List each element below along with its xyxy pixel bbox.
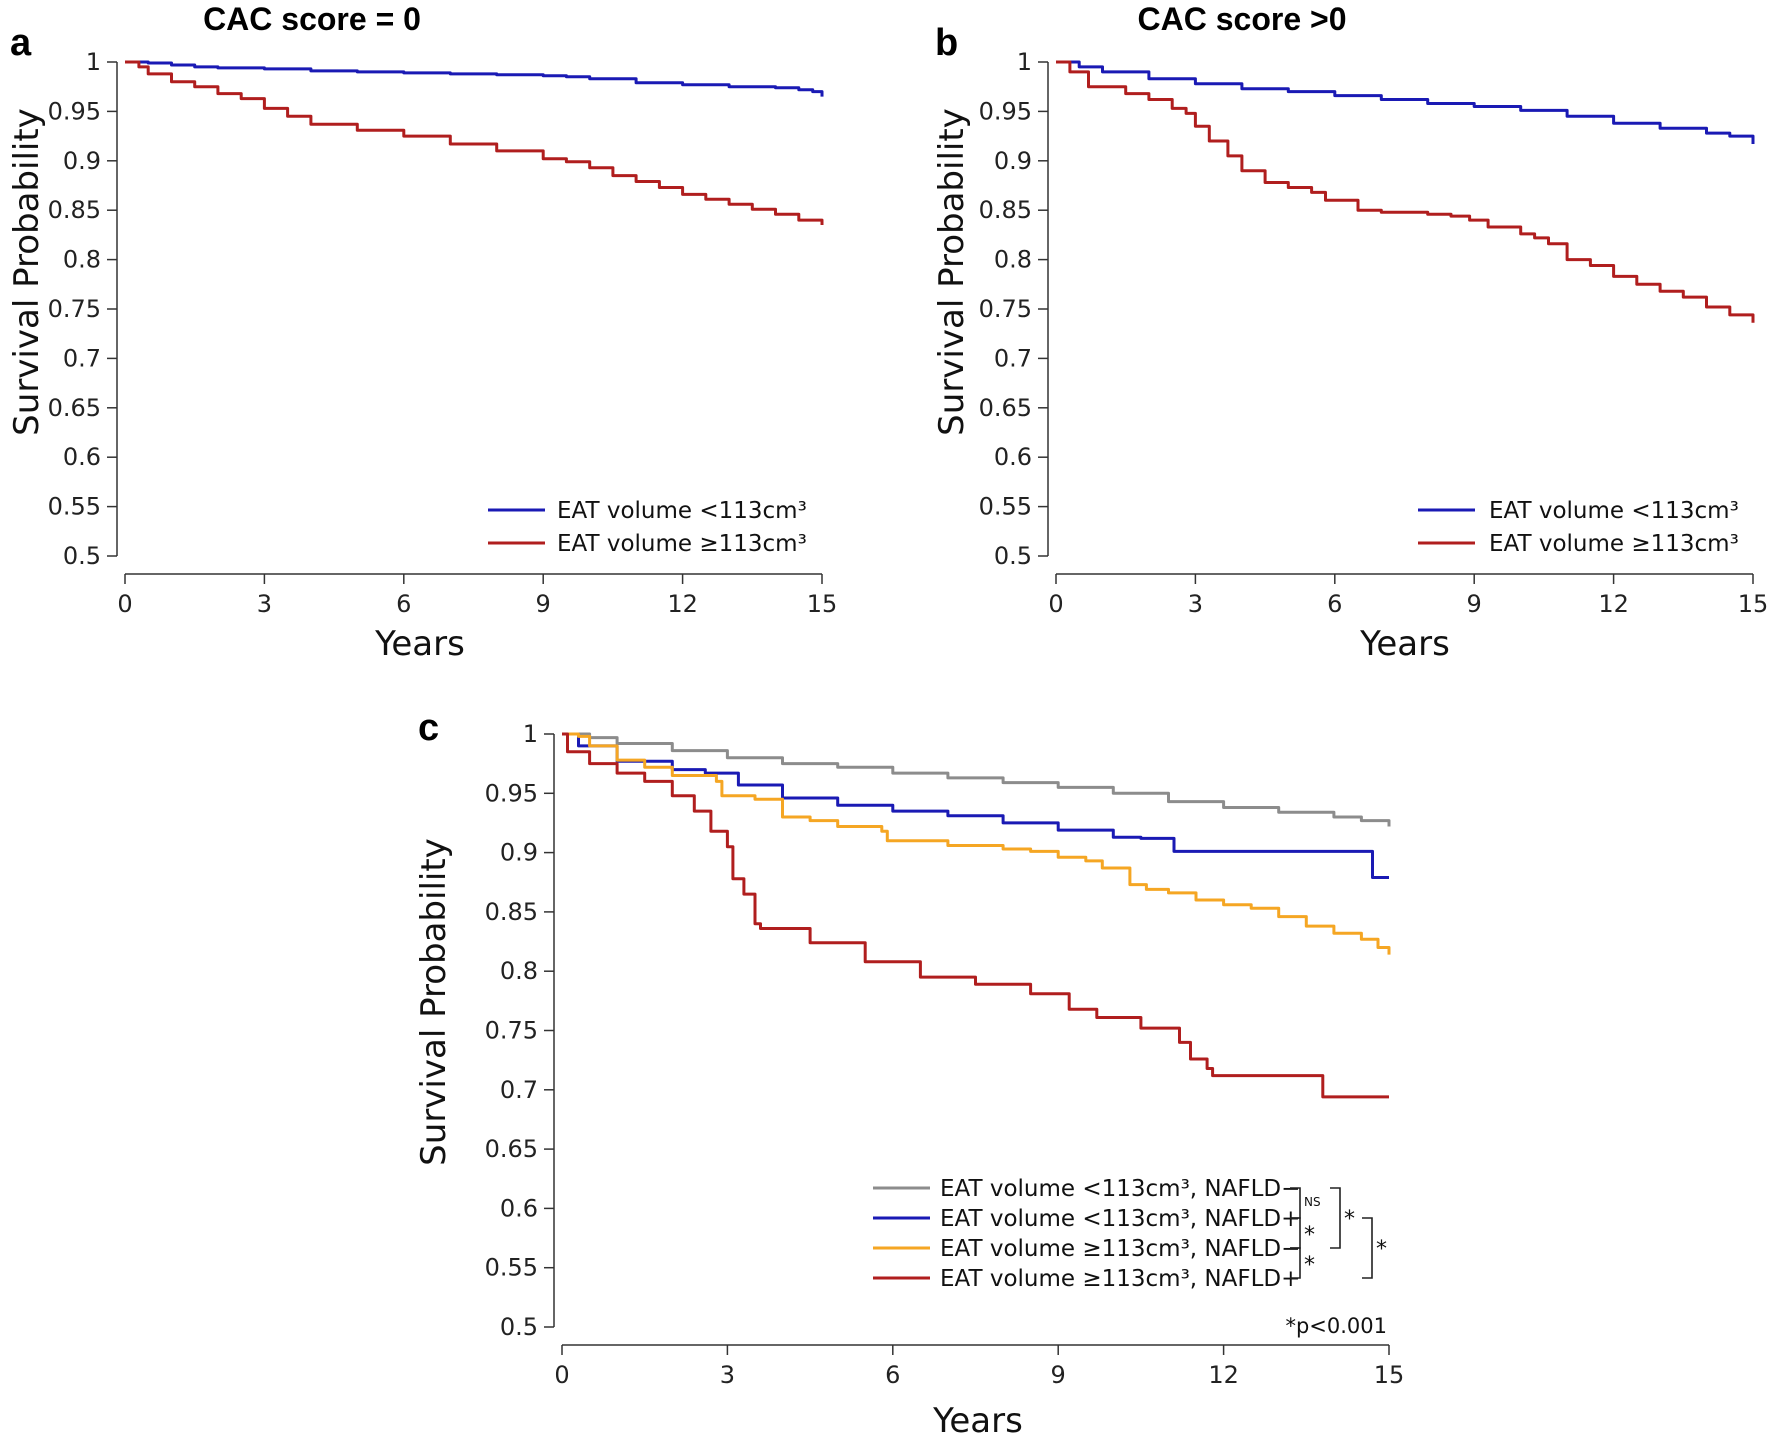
- panel-a-y-tick-label: 0.6: [63, 443, 101, 471]
- panel-b-x-tick-label: 6: [1327, 590, 1342, 618]
- panel-a-y-tick-label: 0.55: [48, 493, 101, 521]
- panel-b-x-tick-label: 15: [1738, 590, 1769, 618]
- panel-c-series-3-line: [562, 732, 1389, 1099]
- panel-a-x-tick-label: 15: [807, 590, 838, 618]
- panel-c-y-tick-label: 0.9: [500, 839, 538, 867]
- panel-c-series-1-line: [562, 732, 1389, 879]
- panel-b-y-tick-label: 0.8: [994, 246, 1032, 274]
- panel-c-y-tick-label: 0.95: [485, 779, 538, 807]
- panel-a-legend-label-0: EAT volume <113cm³: [557, 498, 807, 524]
- panel-a-letter: a: [10, 22, 32, 64]
- panel-c-legend: EAT volume <113cm³, NAFLD− EAT volume <1…: [873, 1176, 1300, 1292]
- sig-bracket-3-4: [1290, 1247, 1301, 1279]
- panel-b-title: CAC score >0: [1138, 1, 1347, 37]
- panel-b-y-tick-label: 0.85: [979, 196, 1032, 224]
- panel-b-y-tick-label: 0.9: [994, 147, 1032, 175]
- panel-b-y-tick-label: 0.6: [994, 443, 1032, 471]
- sig-label-3-4: *: [1304, 1253, 1315, 1278]
- panel-a-y-tick-label: 0.95: [48, 97, 101, 125]
- panel-c-legend-label-1: EAT volume <113cm³, NAFLD+: [940, 1206, 1300, 1232]
- panel-b-y-tick-label: 1: [1017, 48, 1032, 76]
- panel-b-x-axis-title: Years: [1359, 624, 1450, 664]
- panel-a-legend-label-1: EAT volume ≥113cm³: [557, 531, 807, 557]
- panel-a-x-tick-label: 9: [536, 590, 551, 618]
- sig-bracket-2-4: [1362, 1217, 1373, 1279]
- panel-c-y-tick-label: 0.55: [485, 1254, 538, 1282]
- panel-b-y-axis-title: Survival Probability: [932, 108, 972, 436]
- panel-a-x-tick-label: 12: [667, 590, 698, 618]
- panel-c-y-tick-label: 1: [523, 720, 538, 748]
- panel-c-y-tick-label: 0.5: [500, 1313, 538, 1341]
- panel-a-x-tick-label: 3: [257, 590, 272, 618]
- panel-c: c 0.5 0.55 0.6 0.65 0.7 0.75 0.8 0.85 0.9 0.95 1 0 3…: [414, 707, 1404, 1439]
- panel-a-y-tick-label: 0.75: [48, 295, 101, 323]
- panel-a-y-tick-label: 0.9: [63, 147, 101, 175]
- panel-a-y-tick-label: 0.65: [48, 394, 101, 422]
- panel-b-x-tick-label: 12: [1598, 590, 1629, 618]
- panel-c-plot-area: 0.5 0.55 0.6 0.65 0.7 0.75 0.8 0.85 0.9 0.95 1 0 3 6 9…: [485, 720, 1405, 1389]
- panel-b-legend-label-1: EAT volume ≥113cm³: [1489, 531, 1739, 557]
- panel-a-series-0-line: [125, 60, 824, 97]
- panel-b-letter: b: [935, 22, 958, 64]
- panel-b-x-tick-label: 9: [1467, 590, 1482, 618]
- panel-c-letter: c: [418, 707, 439, 749]
- panel-a-y-tick-label: 0.5: [63, 542, 101, 570]
- panel-c-y-axis-title: Survival Probability: [414, 838, 454, 1166]
- panel-b-x-tick-label: 3: [1188, 590, 1203, 618]
- sig-label-1-2: NS: [1304, 1195, 1321, 1209]
- panel-c-y-tick-label: 0.6: [500, 1194, 538, 1222]
- p-value-footnote: *p<0.001: [1285, 1314, 1387, 1338]
- panel-b-x-tick-label: 0: [1048, 590, 1063, 618]
- panel-b-series-1-line: [1056, 60, 1755, 323]
- panel-a-title: CAC score = 0: [203, 1, 421, 37]
- panel-b: b CAC score >0 0.50.550.60.650.70.750.80…: [932, 1, 1768, 664]
- sig-label-2-4: *: [1376, 1237, 1387, 1262]
- panel-a-plot-area: 0.5 0.55 0.6 0.65 0.7 0.75 0.8 0.85 0.9 0.95 1 0 3 6 9…: [48, 48, 838, 618]
- panel-b-y-tick-label: 0.5: [994, 542, 1032, 570]
- panel-a-x-tick-label: 6: [396, 590, 411, 618]
- panel-a-y-axis-title: Survival Probability: [7, 108, 47, 436]
- panel-b-series-0-line: [1056, 60, 1755, 144]
- significance-brackets: NS * * * *: [1290, 1187, 1387, 1279]
- panel-c-x-tick-label: 9: [1051, 1361, 1066, 1389]
- sig-label-2-3: *: [1304, 1223, 1315, 1248]
- panel-a-x-axis-title: Years: [374, 624, 465, 664]
- panel-c-legend-label-0: EAT volume <113cm³, NAFLD−: [940, 1176, 1300, 1202]
- panel-c-legend-label-3: EAT volume ≥113cm³, NAFLD+: [940, 1266, 1300, 1292]
- panel-b-y-tick-label: 0.95: [979, 97, 1032, 125]
- panel-c-y-tick-label: 0.75: [485, 1017, 538, 1045]
- panel-c-x-tick-label: 3: [720, 1361, 735, 1389]
- panel-b-plot-area: 0.5 0.55 0.6 0.65 0.7 0.75 0.8 0.85 0.9 0.95 1 0 3 6 9…: [979, 48, 1769, 618]
- panel-a-y-tick-label: 0.8: [63, 246, 101, 274]
- panel-c-x-tick-label: 12: [1208, 1361, 1239, 1389]
- panel-c-y-tick-label: 0.7: [500, 1076, 538, 1104]
- panel-c-y-tick-label: 0.85: [485, 898, 538, 926]
- panel-b-legend-label-0: EAT volume <113cm³: [1489, 498, 1739, 524]
- panel-c-legend-label-2: EAT volume ≥113cm³, NAFLD−: [940, 1236, 1300, 1262]
- panel-c-y-tick-label: 0.8: [500, 957, 538, 985]
- sig-bracket-1-3: [1330, 1187, 1341, 1249]
- panel-a-x-tick-label: 0: [117, 590, 132, 618]
- panel-a: a CAC score = 0 0.5 0.55 0.6 0.65 0.7 0.75 0.8…: [7, 1, 837, 664]
- panel-c-y-tick-label: 0.65: [485, 1135, 538, 1163]
- panel-c-x-tick-label: 15: [1374, 1361, 1405, 1389]
- panel-b-legend: EAT volume <113cm³ EAT volume ≥113cm³: [1418, 498, 1739, 557]
- panel-a-legend: EAT volume <113cm³ EAT volume ≥113cm³: [488, 498, 807, 557]
- panel-a-y-tick-label: 0.7: [63, 344, 101, 372]
- panel-b-y-tick-label: 0.55: [979, 493, 1032, 521]
- panel-c-series-2-line: [562, 732, 1391, 955]
- panel-a-y-tick-label: 1: [86, 48, 101, 76]
- panel-a-y-tick-label: 0.85: [48, 196, 101, 224]
- panel-c-x-tick-label: 0: [554, 1361, 569, 1389]
- panel-c-x-axis-title: Years: [932, 1401, 1023, 1439]
- sig-label-1-3: *: [1344, 1207, 1355, 1232]
- panel-b-y-tick-label: 0.65: [979, 394, 1032, 422]
- panel-b-y-tick-label: 0.75: [979, 295, 1032, 323]
- panel-b-y-tick-label: 0.7: [994, 344, 1032, 372]
- panel-a-series-1-line: [125, 60, 824, 225]
- panel-c-series-0-line: [562, 732, 1391, 827]
- panel-c-x-tick-label: 6: [885, 1361, 900, 1389]
